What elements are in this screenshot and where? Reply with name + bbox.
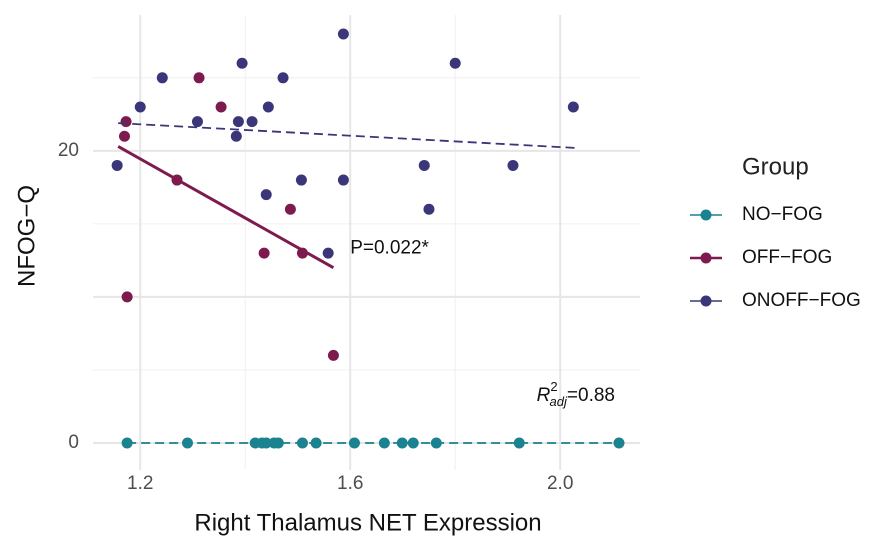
point <box>272 437 284 449</box>
point <box>378 437 390 449</box>
point <box>296 247 308 259</box>
point <box>120 116 132 128</box>
point <box>191 116 203 128</box>
point <box>284 203 296 215</box>
point <box>156 72 168 84</box>
regression-line <box>118 122 576 149</box>
x-tick-label: 1.2 <box>127 473 153 494</box>
annotation: R2 adj=0.88 <box>537 380 615 410</box>
point <box>134 101 146 113</box>
point <box>423 203 435 215</box>
point <box>215 101 227 113</box>
point <box>310 437 322 449</box>
annotation: P=0.022* <box>350 238 429 259</box>
point <box>230 130 242 142</box>
point <box>407 437 419 449</box>
x-tick-label: 1.6 <box>337 473 363 494</box>
point <box>171 174 183 186</box>
point <box>232 116 244 128</box>
point <box>262 101 274 113</box>
point <box>513 437 525 449</box>
y-tick-label: 20 <box>58 140 79 161</box>
point <box>260 189 272 201</box>
annotation-part: 2 <box>550 380 557 395</box>
legend-title: Group <box>742 153 809 180</box>
point <box>258 247 270 259</box>
legend-label: ONOFF−FOG <box>742 290 861 311</box>
point <box>430 437 442 449</box>
legend-key-point <box>700 295 712 307</box>
x-tick-label: 2.0 <box>547 473 573 494</box>
point <box>507 159 519 171</box>
point <box>348 437 360 449</box>
y-tick-label: 0 <box>68 432 79 453</box>
point <box>118 130 130 142</box>
point <box>193 72 205 84</box>
x-axis-title: Right Thalamus NET Expression <box>194 509 541 536</box>
point <box>567 101 579 113</box>
point <box>449 57 461 69</box>
point <box>337 28 349 40</box>
legend-key-point <box>700 209 712 221</box>
point <box>260 437 272 449</box>
legend-key-point <box>700 252 712 264</box>
point <box>121 291 133 303</box>
annotation-part: =0.88 <box>567 385 615 406</box>
point <box>322 247 334 259</box>
point <box>613 437 625 449</box>
annotation-part: adj <box>550 395 568 410</box>
point <box>396 437 408 449</box>
point <box>236 57 248 69</box>
legend-label: NO−FOG <box>742 204 823 225</box>
legend-label: OFF−FOG <box>742 247 832 268</box>
point <box>121 437 133 449</box>
point <box>111 159 123 171</box>
point <box>296 437 308 449</box>
point <box>337 174 349 186</box>
point <box>277 72 289 84</box>
y-axis-title: NFOG−Q <box>13 185 40 287</box>
point <box>181 437 193 449</box>
annotation-part: R <box>537 385 551 406</box>
point <box>246 116 258 128</box>
point <box>295 174 307 186</box>
point <box>327 349 339 361</box>
point <box>418 159 430 171</box>
regression-line <box>117 145 335 270</box>
